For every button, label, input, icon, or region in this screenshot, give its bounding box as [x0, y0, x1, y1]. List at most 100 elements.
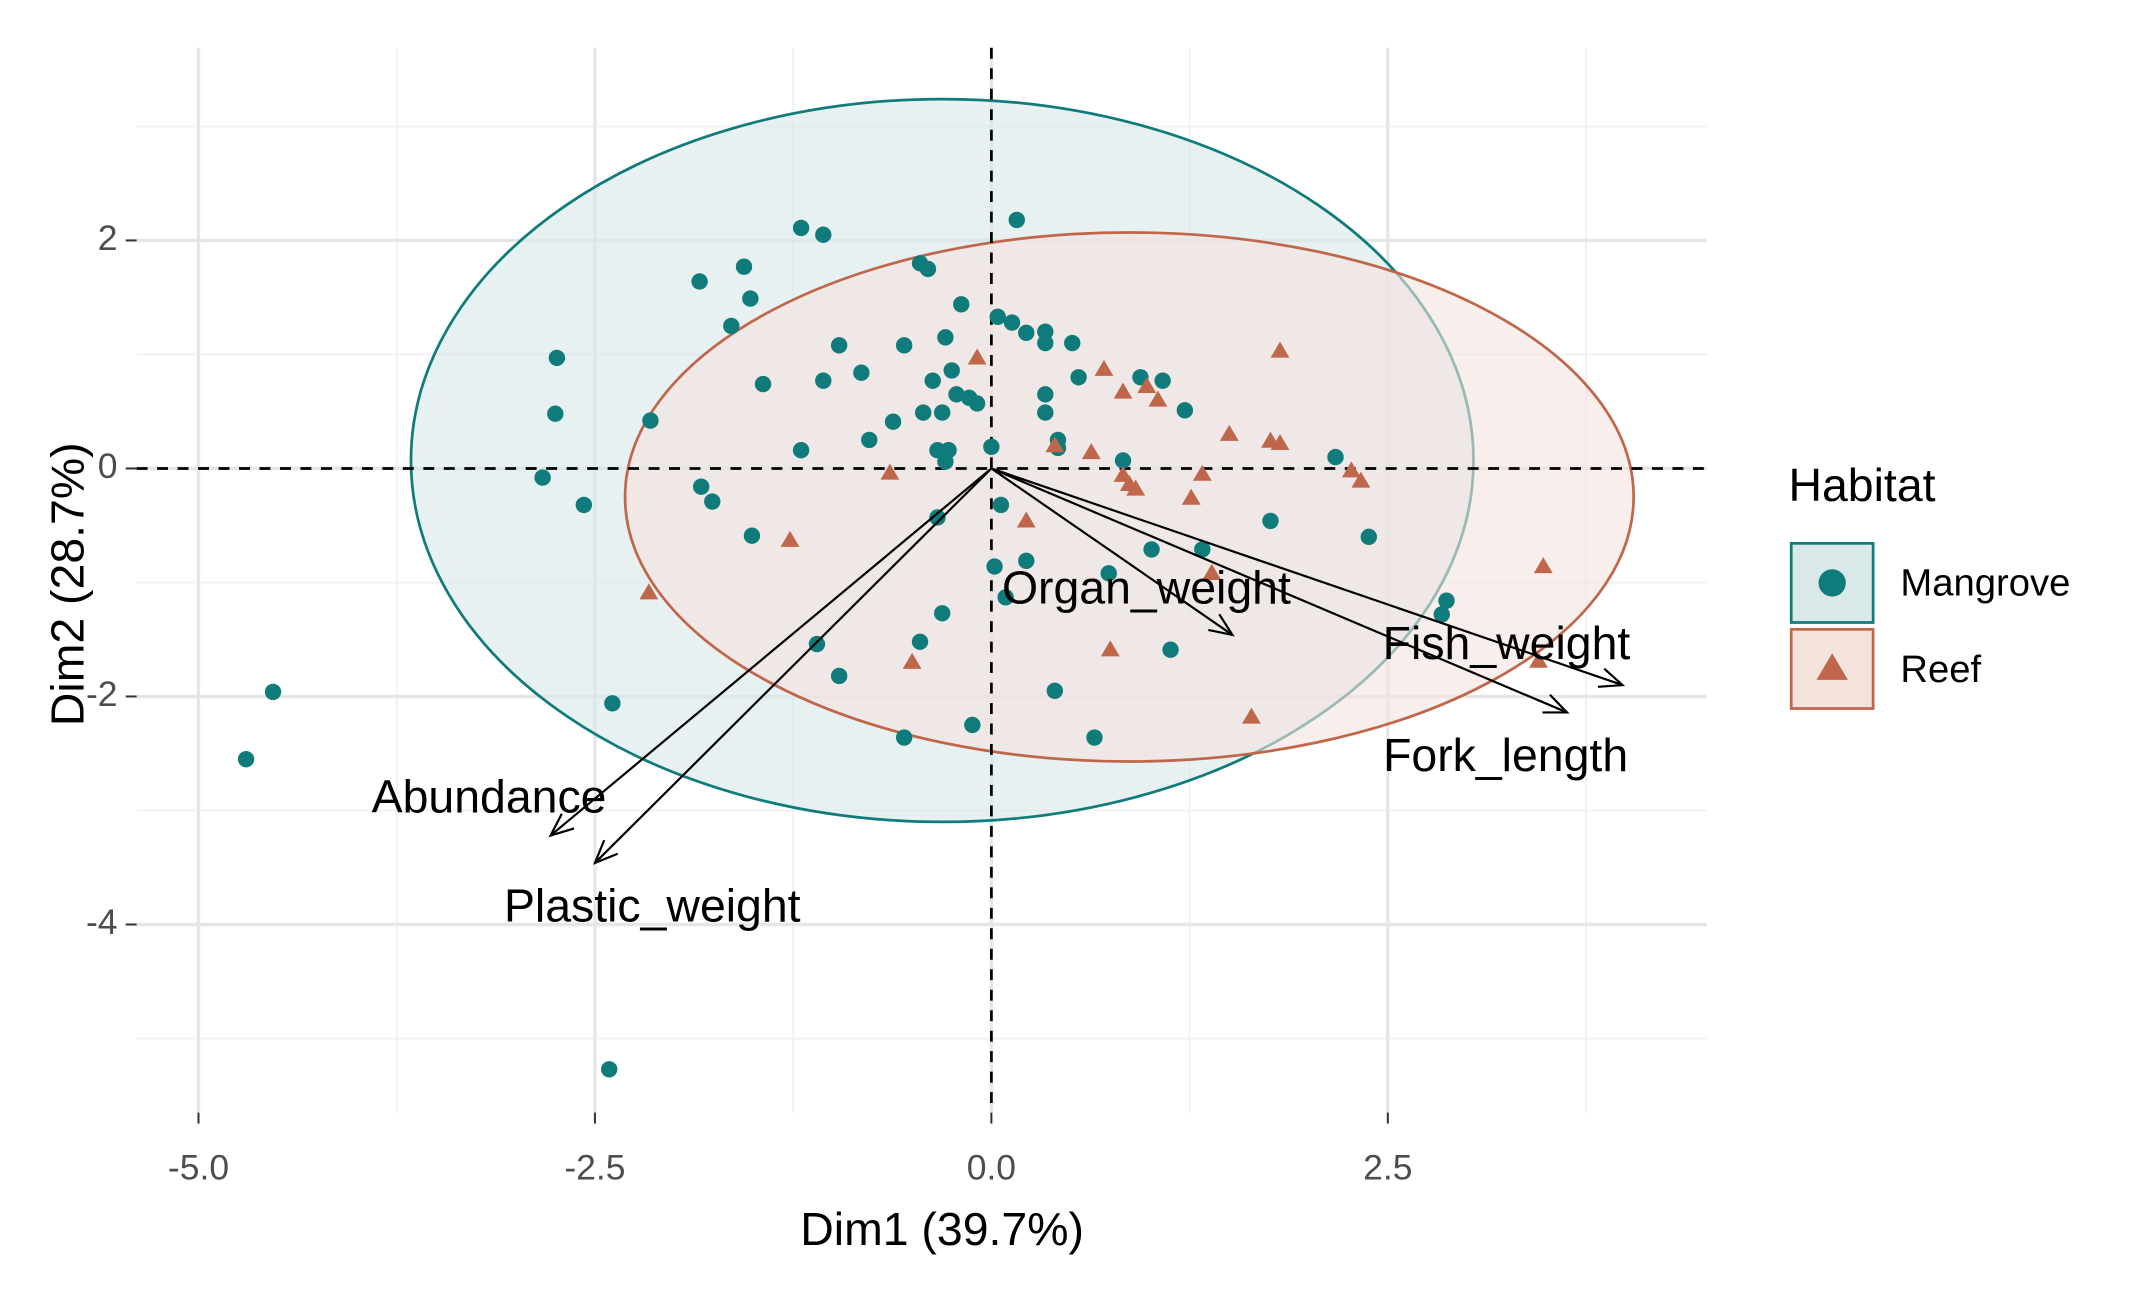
point [639, 583, 659, 600]
point [692, 478, 710, 495]
point [237, 750, 255, 768]
legend-title: Habitat [1788, 459, 1935, 511]
point [1533, 557, 1553, 574]
point [1070, 369, 1087, 386]
point [953, 296, 970, 313]
point [895, 337, 913, 354]
point [1037, 404, 1054, 421]
x-tick-label: -5.0 [168, 1147, 229, 1187]
variable-label: Abundance [372, 770, 607, 822]
point [264, 683, 282, 701]
point [704, 493, 721, 510]
point [604, 695, 621, 712]
point [1181, 488, 1201, 505]
point [830, 337, 848, 354]
point [1037, 386, 1054, 403]
y-tick-label: -4 [86, 902, 118, 942]
point [547, 405, 564, 422]
point [1242, 707, 1261, 724]
point [1045, 436, 1065, 453]
point [1046, 682, 1064, 699]
loading-arrow [990, 467, 1234, 636]
point [895, 729, 913, 746]
point [989, 308, 1006, 326]
point [1360, 528, 1377, 546]
point [948, 386, 965, 403]
point [1433, 606, 1450, 623]
point [1037, 334, 1054, 352]
point [1529, 651, 1548, 668]
y-tick-label: 2 [98, 218, 118, 258]
point [815, 226, 832, 243]
point [968, 395, 986, 412]
point [1094, 359, 1114, 376]
point [548, 349, 566, 367]
y-tick-label: 0 [98, 446, 118, 486]
point [1270, 341, 1290, 358]
point [792, 219, 810, 237]
point [1202, 563, 1222, 580]
arrow-head [1208, 613, 1235, 637]
point [1162, 641, 1179, 658]
point [1114, 452, 1132, 469]
x-axis-title: Dim1 (39.7%) [800, 1203, 1084, 1255]
point [742, 290, 759, 307]
point [1018, 552, 1035, 570]
point [1081, 443, 1101, 460]
x-tick-label: 0.0 [967, 1147, 1016, 1187]
point [992, 496, 1010, 514]
point [929, 509, 946, 526]
point [1100, 565, 1117, 582]
point [1016, 511, 1036, 528]
point [1008, 211, 1025, 229]
arrow-head [548, 813, 575, 838]
y-axis-title: Dim2 (28.7%) [41, 442, 93, 726]
point [853, 364, 870, 381]
point [861, 431, 878, 449]
loading-arrow [990, 467, 1568, 714]
arrow-head [1542, 694, 1570, 714]
point [743, 527, 761, 544]
loading-arrow [594, 467, 993, 864]
x-tick-label: 2.5 [1363, 1147, 1412, 1187]
point [1003, 314, 1021, 331]
y-tick-label: -2 [86, 674, 118, 714]
point [735, 258, 753, 275]
point [1148, 390, 1168, 407]
point [691, 273, 708, 290]
point [815, 372, 832, 389]
legend-label: Mangrove [1900, 562, 2070, 605]
point [1154, 372, 1171, 389]
point [934, 605, 951, 622]
point [919, 260, 937, 278]
point [880, 463, 900, 480]
loading-arrow [991, 467, 1623, 687]
point [1194, 541, 1211, 558]
arrow-head [1597, 667, 1626, 688]
point [534, 469, 551, 486]
loading-arrow [549, 467, 993, 837]
point [575, 496, 593, 514]
point [1176, 402, 1194, 419]
legend-label: Reef [1900, 648, 1981, 691]
point [754, 375, 772, 393]
point [1262, 512, 1279, 530]
point [1341, 461, 1361, 478]
point [911, 633, 929, 650]
x-tick-label: -2.5 [564, 1147, 625, 1187]
legend-marker [1818, 569, 1846, 597]
variable-label: Organ_weight [1002, 561, 1291, 613]
arrow-head [592, 839, 619, 865]
point [1137, 376, 1157, 393]
point [943, 362, 960, 379]
variable-label: Plastic_weight [504, 880, 801, 932]
point [986, 558, 1003, 575]
point [1018, 324, 1035, 341]
point [1126, 479, 1146, 496]
point [915, 404, 932, 421]
point [964, 716, 981, 734]
point [1064, 334, 1081, 352]
point [1037, 323, 1054, 340]
point [1192, 464, 1212, 481]
